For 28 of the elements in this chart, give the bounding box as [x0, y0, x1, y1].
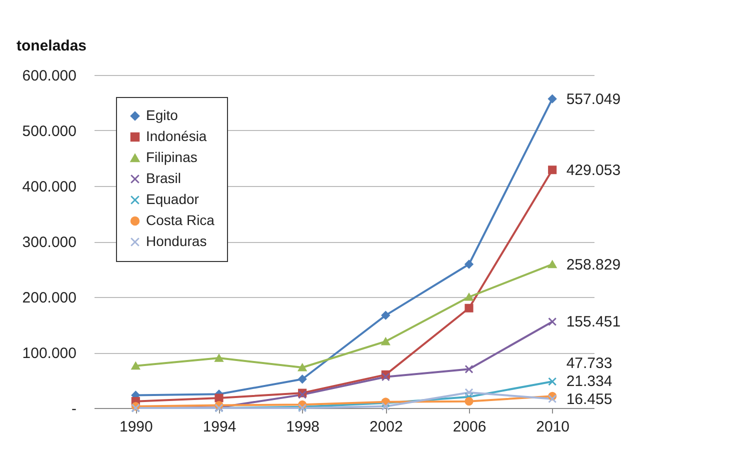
y-tick-label: 500.000 — [22, 123, 76, 140]
y-tick-label: 400.000 — [22, 178, 76, 196]
x-tick-label: 2006 — [452, 418, 486, 436]
data-label: 429.053 — [566, 162, 621, 179]
legend-label: Filipinas — [146, 149, 198, 165]
x-tick-label: 1990 — [119, 418, 153, 436]
legend-label: Indonésia — [146, 128, 207, 144]
data-label: 557.049 — [566, 90, 621, 108]
y-tick-label: 100.000 — [22, 345, 76, 362]
x-tick-label: 1998 — [286, 418, 320, 436]
legend-label: Honduras — [146, 233, 207, 249]
y-tick-label: - — [72, 400, 76, 418]
data-label: 47.733 — [566, 354, 612, 372]
data-label: 258.829 — [566, 256, 621, 274]
y-tick-label: 300.000 — [22, 234, 76, 251]
y-tick-label: 200.000 — [22, 290, 76, 306]
data-label: 16.455 — [566, 390, 612, 408]
legend-label: Brasil — [146, 170, 182, 186]
legend-label: Equador — [146, 191, 200, 207]
x-tick-label: 2010 — [536, 418, 570, 436]
y-tick-label: 600.000 — [22, 68, 76, 84]
x-tick-label: 1994 — [202, 418, 236, 436]
data-label: 21.334 — [566, 372, 612, 390]
y-axis-title: toneladas — [16, 38, 87, 54]
data-label: 155.451 — [566, 314, 621, 331]
legend-label: Costa Rica — [146, 212, 215, 228]
legend-label: Egito — [146, 107, 178, 123]
x-tick-label: 2002 — [369, 418, 403, 436]
